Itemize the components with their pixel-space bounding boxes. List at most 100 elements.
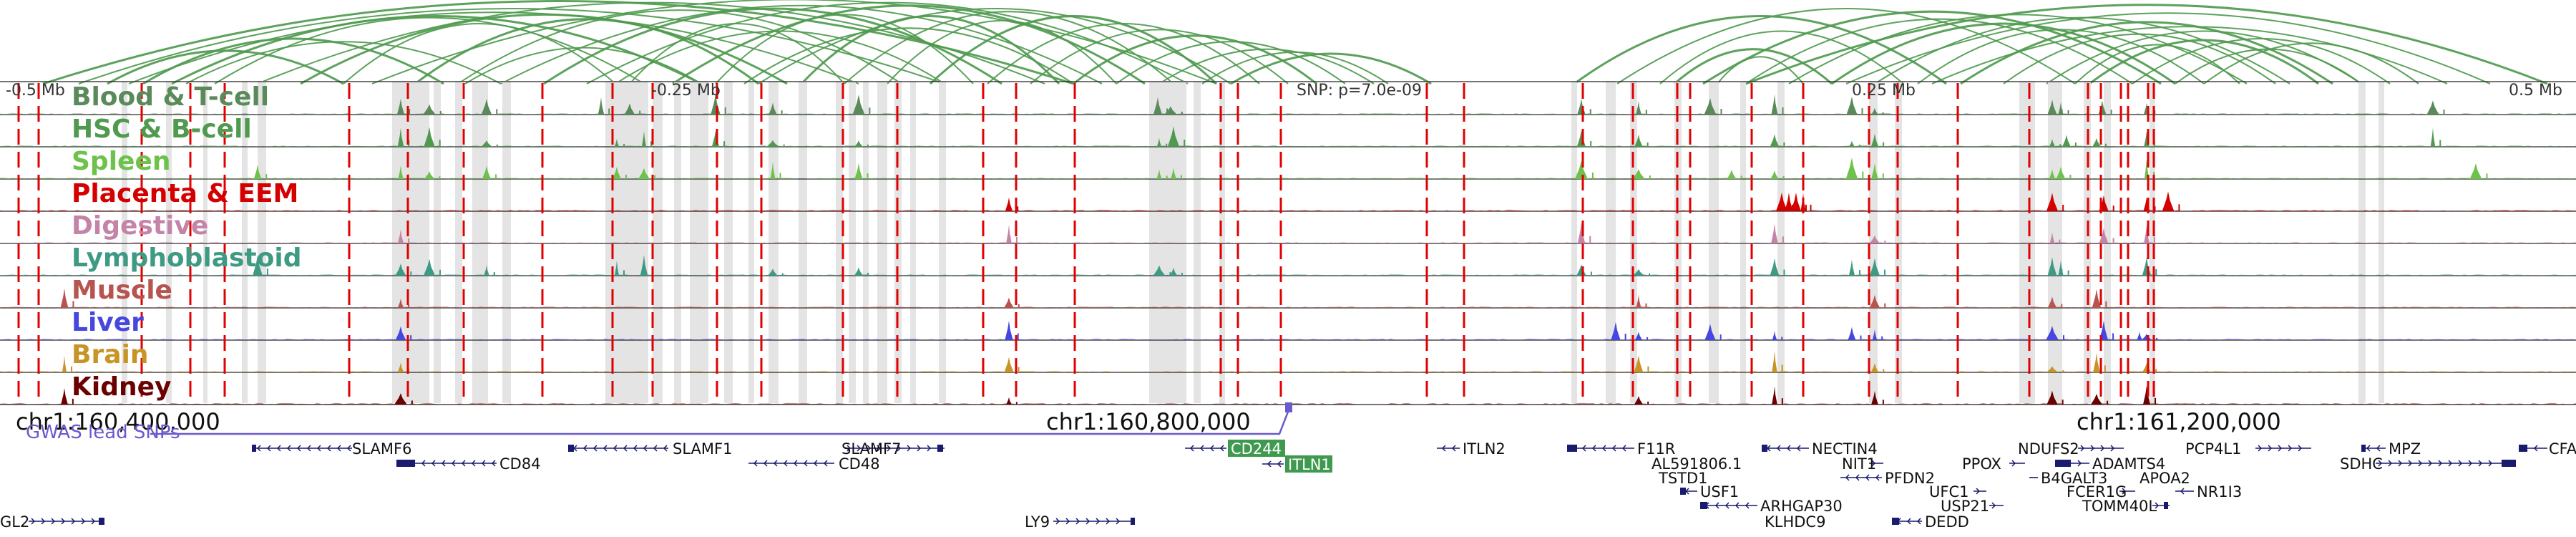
signal-spike — [1180, 175, 1182, 179]
signal-peak — [1636, 101, 1641, 115]
gene-mpz: MPZ — [2361, 440, 2421, 458]
signal-spike — [2074, 142, 2077, 147]
gene-label: SDHC — [2340, 455, 2383, 473]
signal-peak — [1164, 106, 1177, 115]
signal-spike — [1169, 271, 1171, 276]
gene-label: USP21 — [1941, 498, 1989, 515]
strand-arrow — [2090, 445, 2095, 452]
signal-peak — [2093, 352, 2100, 372]
interaction-arc — [1158, 48, 1375, 84]
track-label-kidney: Kidney — [72, 372, 172, 402]
gene-label: NR1I3 — [2197, 483, 2242, 500]
signal-peak — [1791, 193, 1801, 211]
gene-f11r: F11R — [1567, 440, 1675, 458]
signal-peak — [854, 140, 863, 147]
signal-peak — [640, 255, 648, 276]
signal-spike — [1782, 175, 1785, 179]
signal-spike — [1589, 109, 1591, 115]
highlight-band — [1740, 81, 1746, 403]
signal-spike — [2178, 204, 2180, 211]
signal-spike — [1166, 143, 1168, 147]
signal-peak — [1772, 351, 1777, 372]
highlight-band — [877, 81, 887, 403]
signal-spike — [2059, 144, 2062, 147]
interaction-arc — [343, 23, 616, 84]
signal-spike — [2061, 304, 2063, 308]
interaction-arc — [1201, 51, 1389, 84]
axis-label-minus-0.25: -0.25 Mb — [651, 82, 721, 100]
signal-spike — [608, 108, 610, 115]
highlight-band — [2084, 81, 2091, 403]
signal-spike — [623, 270, 625, 276]
strand-arrow — [1735, 502, 1740, 509]
gene-label: DEDD — [1925, 513, 1969, 531]
gene-tstd1: TSTD1 — [1658, 470, 1708, 487]
strand-arrow — [803, 460, 808, 467]
track-label-hsc-b-cell: HSC & B-cell — [72, 115, 252, 144]
highlight-band — [1709, 81, 1719, 403]
gene-label: ADAMTS4 — [2092, 455, 2165, 473]
gene-label: PFDN2 — [1885, 470, 1935, 487]
strand-arrow — [431, 460, 436, 467]
gene-exon — [1567, 445, 1577, 452]
signal-spike — [2104, 365, 2106, 372]
interaction-arc — [142, 37, 444, 85]
signal-peak — [1632, 169, 1645, 179]
strand-arrow — [1106, 518, 1111, 525]
signal-spike — [1015, 236, 1018, 243]
strand-arrow — [2100, 445, 2105, 452]
gene-label: AL591806.1 — [1652, 455, 1742, 473]
signal-spike — [867, 144, 869, 147]
gene-label: TSTD1 — [1658, 470, 1708, 487]
signal-peak — [1153, 265, 1166, 276]
highlight-band — [203, 81, 208, 403]
signal-peak — [2049, 169, 2056, 179]
interaction-arc — [214, 16, 645, 84]
signal-peak — [1845, 158, 1858, 179]
gene-nectin4: NECTIN4 — [1762, 440, 1878, 458]
track-noise — [0, 112, 2576, 115]
highlight-band — [434, 81, 441, 403]
signal-peak — [2092, 289, 2102, 308]
signal-peak — [612, 166, 622, 179]
strand-arrow — [266, 445, 271, 452]
interaction-arc — [414, 18, 759, 85]
signal-peak — [2046, 366, 2059, 372]
strand-arrow — [2278, 445, 2283, 452]
gene-ufc1: UFC1 — [1929, 483, 1986, 500]
highlight-band — [1777, 81, 1785, 403]
signal-peak — [2058, 102, 2064, 115]
strand-arrow — [306, 445, 311, 452]
strand-arrow — [91, 518, 96, 525]
strand-arrow — [763, 460, 768, 467]
gwas-label: GWAS lead SNPs — [26, 422, 180, 443]
signal-peak — [1634, 355, 1644, 372]
signal-peak — [395, 326, 406, 340]
highlight-band — [1194, 81, 1201, 403]
coord-label-160800000: chr1:160,800,000 — [1046, 408, 1251, 435]
signal-spike — [2112, 238, 2114, 243]
signal-peak — [424, 127, 435, 147]
interaction-arc — [42, 0, 1074, 85]
signal-peak — [2049, 139, 2056, 147]
track-label-blood-t-cell: Blood & T-cell — [72, 82, 269, 112]
signal-peak — [2099, 228, 2109, 243]
strand-arrow — [1786, 445, 1791, 452]
signal-peak — [1869, 295, 1880, 308]
highlight-band — [392, 81, 429, 403]
strand-arrow — [907, 445, 912, 452]
highlight-band — [894, 81, 902, 403]
signal-peak — [2047, 100, 2057, 115]
signal-spike — [72, 398, 74, 405]
track-noise — [0, 306, 2576, 308]
signal-peak — [1632, 268, 1645, 276]
interaction-arc — [1674, 48, 1833, 85]
signal-spike — [2069, 175, 2072, 179]
signal-spike — [2112, 205, 2114, 211]
gene-label: ARHGAP30 — [1760, 498, 1843, 515]
gene-usp21: USP21 — [1941, 498, 2004, 515]
signal-spike — [2059, 239, 2061, 243]
gene-itln1-highlight — [1285, 455, 1332, 473]
track-labels: Blood & T-cell HSC & B-cell Spleen Place… — [72, 82, 302, 402]
